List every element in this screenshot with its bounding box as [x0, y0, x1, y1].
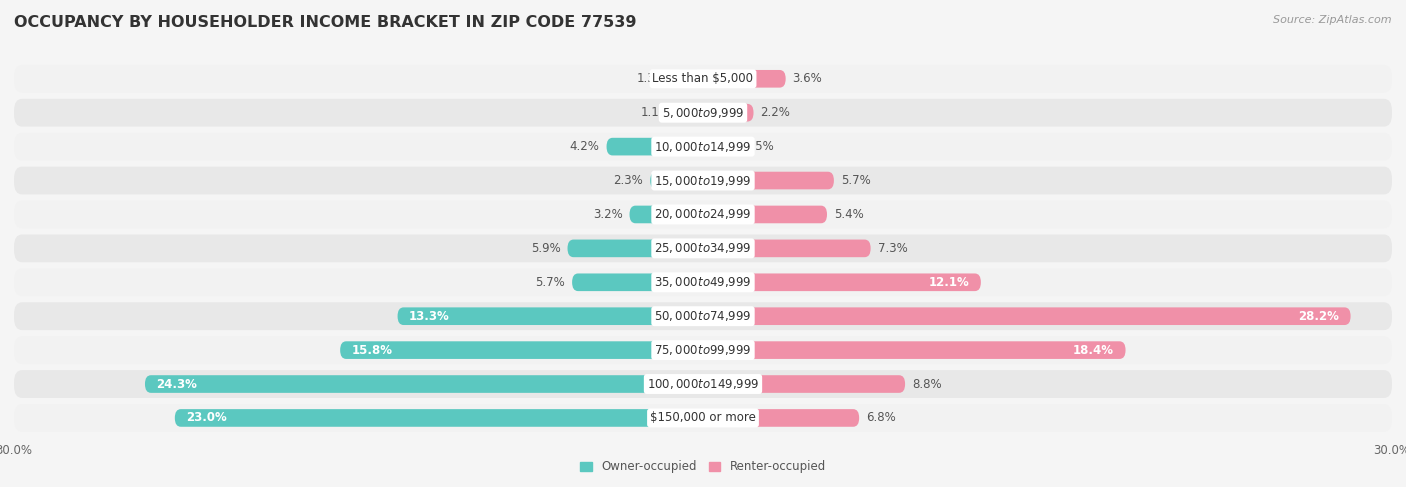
FancyBboxPatch shape — [606, 138, 703, 155]
FancyBboxPatch shape — [703, 307, 1351, 325]
Text: $15,000 to $19,999: $15,000 to $19,999 — [654, 173, 752, 187]
Text: $75,000 to $99,999: $75,000 to $99,999 — [654, 343, 752, 357]
Text: 13.3%: 13.3% — [409, 310, 450, 323]
Text: 1.5%: 1.5% — [744, 140, 775, 153]
Text: 15.8%: 15.8% — [352, 344, 392, 356]
Text: 5.9%: 5.9% — [531, 242, 561, 255]
FancyBboxPatch shape — [703, 240, 870, 257]
FancyBboxPatch shape — [650, 172, 703, 189]
FancyBboxPatch shape — [673, 70, 703, 88]
FancyBboxPatch shape — [678, 104, 703, 122]
FancyBboxPatch shape — [572, 274, 703, 291]
FancyBboxPatch shape — [703, 172, 834, 189]
Text: 1.1%: 1.1% — [641, 106, 671, 119]
FancyBboxPatch shape — [568, 240, 703, 257]
FancyBboxPatch shape — [14, 99, 1392, 127]
FancyBboxPatch shape — [14, 167, 1392, 194]
Text: 7.3%: 7.3% — [877, 242, 907, 255]
Text: $5,000 to $9,999: $5,000 to $9,999 — [662, 106, 744, 120]
Text: 8.8%: 8.8% — [912, 377, 942, 391]
Text: $35,000 to $49,999: $35,000 to $49,999 — [654, 275, 752, 289]
Text: $150,000 or more: $150,000 or more — [650, 412, 756, 425]
FancyBboxPatch shape — [14, 370, 1392, 398]
FancyBboxPatch shape — [703, 138, 738, 155]
FancyBboxPatch shape — [145, 375, 703, 393]
Text: $10,000 to $14,999: $10,000 to $14,999 — [654, 140, 752, 153]
Text: $100,000 to $149,999: $100,000 to $149,999 — [647, 377, 759, 391]
Text: 5.4%: 5.4% — [834, 208, 863, 221]
FancyBboxPatch shape — [630, 206, 703, 223]
Text: 1.3%: 1.3% — [637, 72, 666, 85]
FancyBboxPatch shape — [174, 409, 703, 427]
Text: 2.3%: 2.3% — [613, 174, 644, 187]
Text: 5.7%: 5.7% — [841, 174, 870, 187]
FancyBboxPatch shape — [14, 133, 1392, 161]
Text: 2.2%: 2.2% — [761, 106, 790, 119]
Text: Source: ZipAtlas.com: Source: ZipAtlas.com — [1274, 15, 1392, 25]
Text: 3.6%: 3.6% — [793, 72, 823, 85]
Text: 5.7%: 5.7% — [536, 276, 565, 289]
FancyBboxPatch shape — [14, 234, 1392, 262]
FancyBboxPatch shape — [14, 201, 1392, 228]
Text: OCCUPANCY BY HOUSEHOLDER INCOME BRACKET IN ZIP CODE 77539: OCCUPANCY BY HOUSEHOLDER INCOME BRACKET … — [14, 15, 637, 30]
FancyBboxPatch shape — [14, 336, 1392, 364]
Text: 12.1%: 12.1% — [928, 276, 969, 289]
FancyBboxPatch shape — [14, 268, 1392, 296]
Text: 6.8%: 6.8% — [866, 412, 896, 425]
FancyBboxPatch shape — [398, 307, 703, 325]
Text: 23.0%: 23.0% — [186, 412, 226, 425]
FancyBboxPatch shape — [703, 104, 754, 122]
FancyBboxPatch shape — [703, 206, 827, 223]
FancyBboxPatch shape — [703, 274, 981, 291]
Text: 24.3%: 24.3% — [156, 377, 197, 391]
Text: $25,000 to $34,999: $25,000 to $34,999 — [654, 242, 752, 255]
FancyBboxPatch shape — [14, 302, 1392, 330]
Text: $20,000 to $24,999: $20,000 to $24,999 — [654, 207, 752, 222]
Text: 18.4%: 18.4% — [1073, 344, 1114, 356]
FancyBboxPatch shape — [14, 65, 1392, 93]
Text: 4.2%: 4.2% — [569, 140, 599, 153]
FancyBboxPatch shape — [703, 375, 905, 393]
FancyBboxPatch shape — [14, 404, 1392, 432]
FancyBboxPatch shape — [703, 409, 859, 427]
Text: $50,000 to $74,999: $50,000 to $74,999 — [654, 309, 752, 323]
Text: 28.2%: 28.2% — [1298, 310, 1339, 323]
FancyBboxPatch shape — [703, 341, 1126, 359]
Text: Less than $5,000: Less than $5,000 — [652, 72, 754, 85]
FancyBboxPatch shape — [703, 70, 786, 88]
Text: 3.2%: 3.2% — [593, 208, 623, 221]
FancyBboxPatch shape — [340, 341, 703, 359]
Legend: Owner-occupied, Renter-occupied: Owner-occupied, Renter-occupied — [575, 455, 831, 478]
